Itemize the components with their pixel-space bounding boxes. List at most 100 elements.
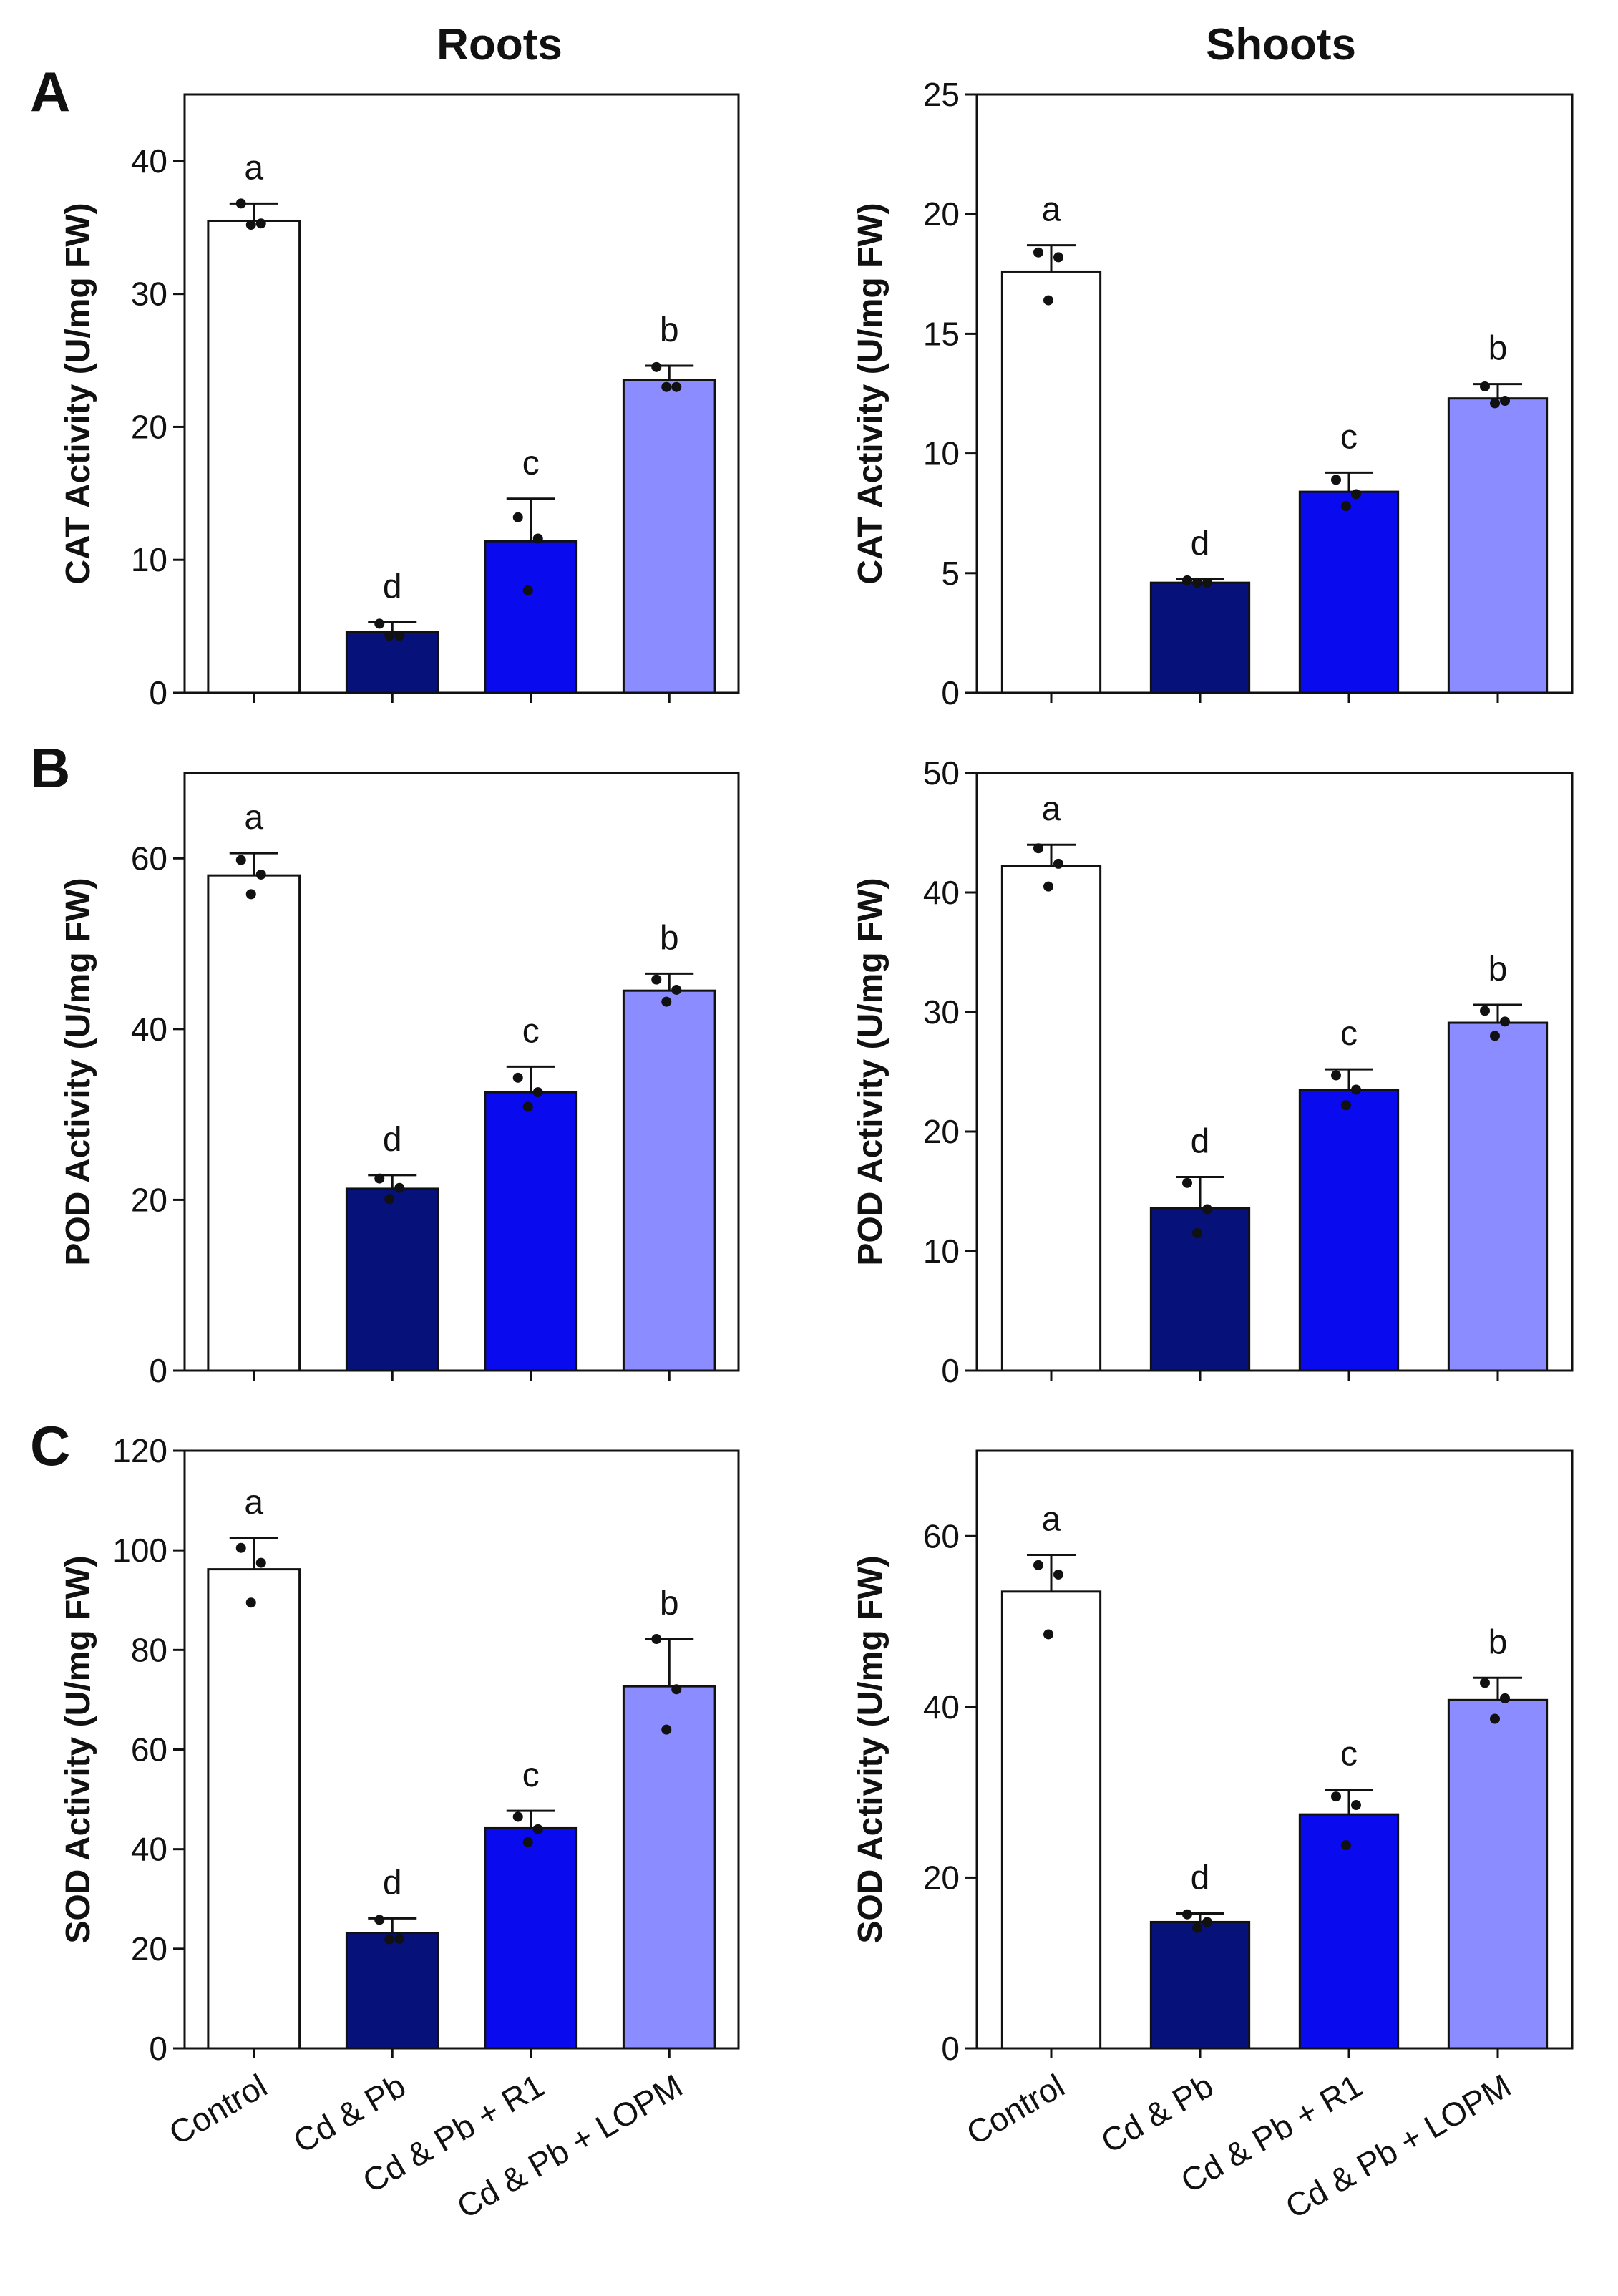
y-tick-label: 0 [941, 674, 960, 711]
data-point [1480, 1678, 1490, 1688]
data-point [1182, 1909, 1192, 1920]
y-tick-label: 0 [149, 1352, 167, 1389]
data-point [522, 1101, 533, 1112]
bar [1000, 270, 1102, 694]
data-point [235, 855, 246, 865]
data-point [235, 198, 246, 209]
bar [484, 540, 578, 694]
data-point [1490, 398, 1500, 409]
bar [1447, 1021, 1549, 1372]
data-point [1341, 1100, 1351, 1111]
significance-letter: a [1042, 790, 1061, 828]
bar [207, 874, 301, 1372]
data-point [671, 381, 682, 392]
data-point [374, 618, 385, 629]
y-tick-label: 20 [923, 1113, 960, 1150]
bar [207, 219, 301, 694]
bar [345, 631, 439, 694]
data-point [512, 1072, 523, 1083]
data-point [1053, 252, 1063, 263]
y-tick-label: 40 [131, 1011, 167, 1048]
panel-letter-c: C [30, 1414, 70, 1477]
plot-frame [975, 772, 1574, 1372]
data-point [512, 1811, 523, 1822]
data-point [1192, 1922, 1202, 1933]
data-point [1043, 881, 1053, 892]
charts-layer: 0 10 20 30 40 CAT Activity (U/mg FW) a d c b 0 5 10 1… [59, 76, 1574, 2226]
data-point [1331, 475, 1341, 485]
y-tick-label: 30 [131, 276, 167, 313]
y-tick-label: 40 [131, 1831, 167, 1868]
data-point [1192, 578, 1202, 588]
y-tick-label: 30 [923, 993, 960, 1031]
data-point [671, 984, 682, 995]
data-point [245, 220, 256, 230]
category-label: Control [960, 2067, 1071, 2152]
significance-letter: b [660, 311, 679, 349]
y-tick-label: 0 [149, 674, 167, 711]
significance-letter: d [1191, 1859, 1210, 1897]
data-point [1490, 1713, 1500, 1724]
y-tick-label: 40 [923, 874, 960, 911]
data-point [1480, 381, 1490, 391]
data-point [1351, 1084, 1361, 1095]
significance-letter: a [1042, 191, 1061, 229]
significance-letter: b [1488, 950, 1508, 988]
significance-letter: d [1191, 1122, 1210, 1160]
data-point [1351, 489, 1361, 500]
data-point [1500, 1693, 1510, 1703]
y-tick-label: 0 [149, 2030, 167, 2067]
data-point [1202, 578, 1212, 588]
column-title-shoots: Shoots [1206, 20, 1356, 69]
y-tick-label: 10 [923, 1232, 960, 1270]
data-point [1202, 1204, 1212, 1215]
bar [622, 379, 716, 694]
category-label: Cd & Pb [1095, 2067, 1219, 2161]
bar [484, 1826, 578, 2050]
bar [1447, 1698, 1549, 2050]
y-tick-label: 60 [923, 1517, 960, 1555]
data-point [1192, 1227, 1202, 1238]
y-tick-label: 120 [112, 1432, 167, 1469]
significance-letter: c [1340, 418, 1358, 456]
significance-letter: b [660, 919, 679, 957]
bar [1298, 1813, 1400, 2050]
data-point [532, 1087, 543, 1098]
data-point [374, 1173, 385, 1184]
chart-B-shoots: 0 10 20 30 40 50 POD Activity (U/mg FW) a d c b [852, 754, 1574, 1389]
data-point [1500, 396, 1510, 407]
data-point [532, 533, 543, 544]
data-point [1331, 1070, 1341, 1081]
data-point [394, 1933, 405, 1944]
data-point [1490, 1031, 1500, 1041]
significance-letter: d [1191, 525, 1210, 563]
significance-letter: b [1488, 330, 1508, 368]
data-point [1043, 295, 1053, 306]
bar [484, 1091, 578, 1372]
y-tick-label: 20 [923, 1859, 960, 1896]
significance-letter: d [383, 568, 402, 606]
data-point [1480, 1006, 1490, 1016]
bar [622, 989, 716, 1372]
significance-letter: a [244, 799, 263, 837]
bar [1149, 1920, 1251, 2050]
panel-letter-b: B [30, 736, 70, 799]
significance-letter: b [660, 1585, 679, 1623]
data-point [651, 1634, 662, 1645]
y-tick-label: 20 [923, 195, 960, 233]
y-tick-label: 25 [923, 76, 960, 113]
data-point [1053, 858, 1063, 869]
data-point [1351, 1800, 1361, 1811]
data-point [1182, 1177, 1192, 1188]
significance-letter: c [1340, 1736, 1358, 1774]
data-point [255, 1557, 266, 1568]
bar [345, 1932, 439, 2050]
y-tick-label: 0 [941, 1352, 960, 1389]
significance-letter: d [383, 1121, 402, 1159]
y-tick-label: 10 [923, 435, 960, 472]
chart-A-shoots: 0 5 10 15 20 25 CAT Activity (U/mg FW) a d c b [852, 76, 1574, 711]
plot-frame [975, 1449, 1574, 2050]
data-point [245, 1597, 256, 1608]
panel-letter-a: A [30, 60, 70, 123]
